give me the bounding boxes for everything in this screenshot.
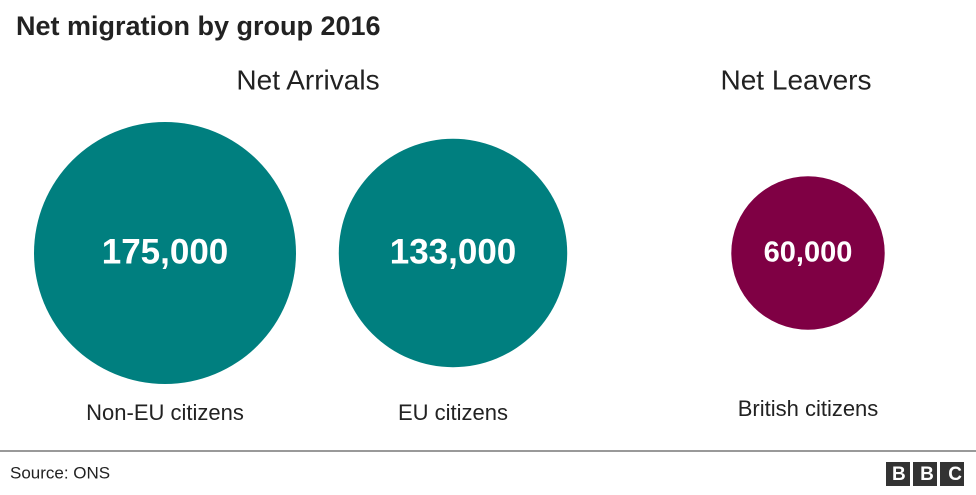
chart-title: Net migration by group 2016 — [16, 11, 381, 41]
category-label: Non-EU citizens — [86, 400, 244, 425]
source: Source: ONS — [10, 463, 110, 482]
group-header: Net Leavers — [721, 64, 872, 95]
bubble — [731, 176, 885, 330]
value-label: 60,000 — [764, 237, 853, 269]
logo-box — [940, 462, 964, 486]
category-label: British citizens — [738, 396, 879, 421]
logo-box — [886, 462, 910, 486]
value-label: 133,000 — [390, 232, 517, 271]
bubble — [34, 122, 296, 384]
value-label: 175,000 — [102, 232, 229, 271]
logo-box — [913, 462, 937, 486]
logo: BBC — [892, 464, 976, 485]
category-label: EU citizens — [398, 400, 508, 425]
group-header: Net Arrivals — [236, 64, 379, 95]
bubble — [338, 138, 568, 368]
